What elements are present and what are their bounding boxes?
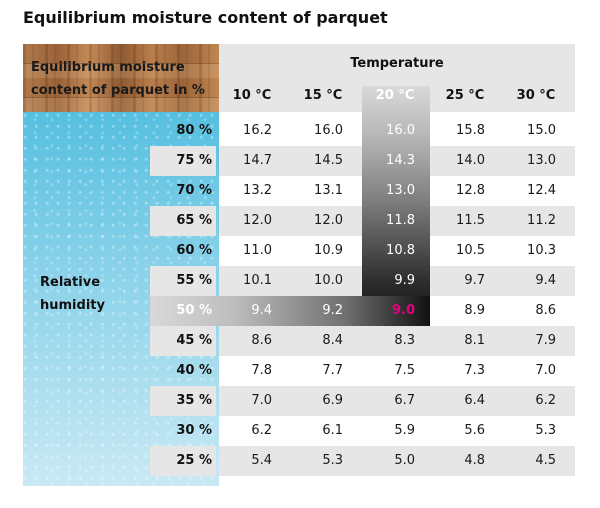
table-cell: 4.8: [464, 453, 485, 468]
table-cell: 9.2: [322, 303, 343, 318]
table-cell: 10.3: [527, 243, 556, 258]
table-cell: 6.7: [394, 393, 415, 408]
row-shading: [219, 446, 575, 476]
table-cell: 16.0: [386, 123, 415, 138]
table-cell: 8.9: [464, 303, 485, 318]
table-cell: 11.2: [527, 213, 556, 228]
temperature-title: Temperature: [350, 56, 444, 71]
table-cell: 5.6: [464, 423, 485, 438]
table-cell: 15.0: [527, 123, 556, 138]
table-cell: 8.6: [251, 333, 272, 348]
humidity-row-label: 45 %: [150, 326, 216, 356]
table-cell: 7.3: [464, 363, 485, 378]
table-cell: 16.2: [243, 123, 272, 138]
table-cell: 7.0: [535, 363, 556, 378]
table-cell: 7.0: [251, 393, 272, 408]
row-shading: [219, 326, 575, 356]
corner-label: Equilibrium moisture content of parquet …: [31, 56, 215, 102]
corner-label-line1: Equilibrium moisture: [31, 60, 185, 75]
humidity-row-label: 55 %: [150, 266, 216, 296]
table-cell: 5.0: [394, 453, 415, 468]
humidity-label: Relative humidity: [40, 271, 105, 317]
humidity-row-label: 35 %: [150, 386, 216, 416]
table-cell: 4.5: [535, 453, 556, 468]
table-cell: 15.8: [456, 123, 485, 138]
table-cell: 10.9: [314, 243, 343, 258]
table-cell: 14.0: [456, 153, 485, 168]
table-cell: 14.3: [386, 153, 415, 168]
humidity-row-label: 75 %: [150, 146, 216, 176]
table-cell: 8.3: [394, 333, 415, 348]
humidity-row-label: 65 %: [150, 206, 216, 236]
table-cell: 8.1: [464, 333, 485, 348]
table-cell: 12.8: [456, 183, 485, 198]
table-cell: 6.1: [322, 423, 343, 438]
table-cell: 7.8: [251, 363, 272, 378]
humidity-row-label: 50 %: [176, 303, 212, 318]
table-cell: 10.5: [456, 243, 485, 258]
table-cell: 8.6: [535, 303, 556, 318]
table-cell: 7.5: [394, 363, 415, 378]
table-cell: 6.9: [322, 393, 343, 408]
table-cell: 12.4: [527, 183, 556, 198]
table-cell: 10.1: [243, 273, 272, 288]
table-cell: 6.2: [535, 393, 556, 408]
chart-title: Equilibrium moisture content of parquet: [23, 8, 388, 27]
corner-label-line2: content of parquet in %: [31, 83, 205, 98]
table-cell: 5.4: [251, 453, 272, 468]
humidity-label-line2: humidity: [40, 298, 105, 313]
wood-header-cell: Equilibrium moisture content of parquet …: [23, 44, 219, 112]
table-cell: 10.8: [386, 243, 415, 258]
table-cell: 5.3: [322, 453, 343, 468]
table-cell: 9.4: [251, 303, 272, 318]
table-cell: 13.2: [243, 183, 272, 198]
table-cell: 11.0: [243, 243, 272, 258]
table-cell: 13.1: [314, 183, 343, 198]
table-cell: 6.4: [464, 393, 485, 408]
row-shading: [219, 386, 575, 416]
table-cell: 5.3: [535, 423, 556, 438]
table-cell: 8.4: [322, 333, 343, 348]
humidity-row-label: 80 %: [176, 123, 212, 138]
table-cell: 11.5: [456, 213, 485, 228]
table-cell: 9.9: [394, 273, 415, 288]
table-cell: 9.0: [391, 303, 415, 318]
table-cell: 16.0: [314, 123, 343, 138]
humidity-row-label: 60 %: [176, 243, 212, 258]
humidity-row-label: 25 %: [150, 446, 216, 476]
table-cell: 12.0: [314, 213, 343, 228]
column-header: 30 °C: [516, 88, 556, 103]
humidity-row-label: 70 %: [176, 183, 212, 198]
table-cell: 14.7: [243, 153, 272, 168]
table-cell: 7.7: [322, 363, 343, 378]
table-cell: 13.0: [527, 153, 556, 168]
humidity-row-label: 40 %: [176, 363, 212, 378]
highlight-column-20c: [362, 86, 430, 324]
column-header: 15 °C: [303, 88, 343, 103]
table-cell: 5.9: [394, 423, 415, 438]
table-cell: 12.0: [243, 213, 272, 228]
table-cell: 9.7: [464, 273, 485, 288]
table-cell: 11.8: [386, 213, 415, 228]
humidity-row-label: 30 %: [176, 423, 212, 438]
column-header: 20 °C: [375, 88, 415, 103]
table-cell: 7.9: [535, 333, 556, 348]
column-header: 10 °C: [232, 88, 272, 103]
table-cell: 9.4: [535, 273, 556, 288]
highlight-row-50: [150, 296, 430, 326]
table-cell: 6.2: [251, 423, 272, 438]
humidity-label-line1: Relative: [40, 275, 101, 290]
table-cell: 10.0: [314, 273, 343, 288]
table-cell: 13.0: [386, 183, 415, 198]
column-header: 25 °C: [445, 88, 485, 103]
table-cell: 14.5: [314, 153, 343, 168]
